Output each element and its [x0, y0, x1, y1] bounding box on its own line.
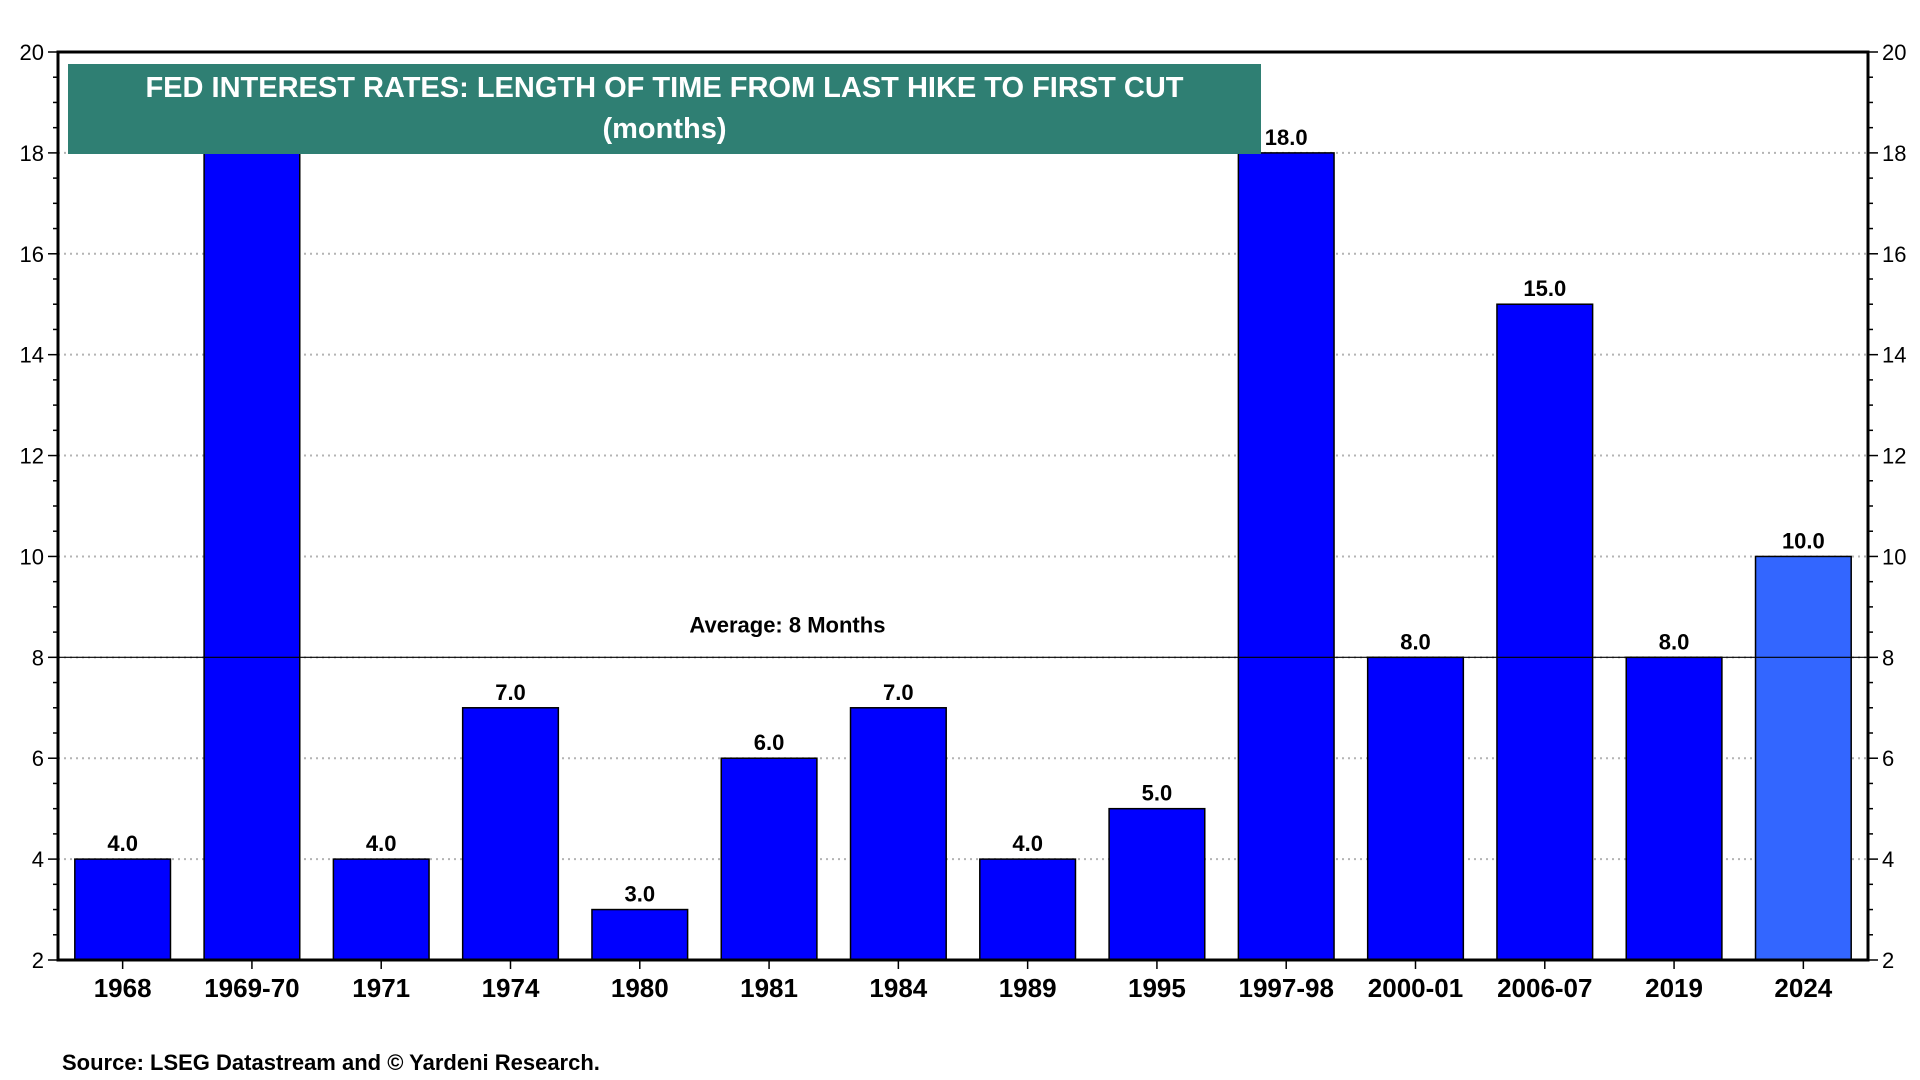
y-tick-label-right: 2: [1882, 948, 1894, 973]
y-tick-label-left: 18: [20, 141, 44, 166]
bar-1974: [461, 707, 560, 961]
x-tick-label: 1984: [869, 973, 927, 1003]
y-tick-label-right: 10: [1882, 544, 1906, 569]
y-tick-label-right: 4: [1882, 847, 1894, 872]
x-tick-label: 1997-98: [1239, 973, 1334, 1003]
chart-subtitle: (months): [602, 113, 727, 145]
gridlines: [58, 51, 1868, 861]
bar-2000-01: [1366, 656, 1465, 961]
bar-1969-70: [203, 152, 301, 961]
bar-value-label: 10.0: [1782, 528, 1825, 553]
bar-1989: [979, 858, 1077, 961]
bar-1980: [591, 908, 689, 961]
bar-value-label: 4.0: [107, 831, 138, 856]
bar-value-label: 4.0: [1012, 831, 1043, 856]
average-label: Average: 8 Months: [689, 612, 885, 637]
x-tick-label: 2006-07: [1497, 973, 1592, 1003]
y-tick-label-left: 20: [20, 40, 44, 65]
y-tick-label-left: 8: [32, 645, 44, 670]
y-tick-label-left: 14: [20, 343, 44, 368]
bar-value-label: 4.0: [366, 831, 397, 856]
bar-1968: [74, 858, 172, 961]
x-tick-label: 1969-70: [204, 973, 299, 1003]
bar-1997-98: [1237, 152, 1335, 961]
bar-2019: [1625, 656, 1723, 961]
axes: 1968 1969-70 1971 1974 1980 1981 1984 1989 1995 1…: [20, 40, 1907, 1003]
y-tick-label-right: 18: [1882, 141, 1906, 166]
bar-1984: [849, 707, 947, 961]
average-line-group: Average: 8 Months: [58, 612, 1868, 658]
y-tick-label-right: 16: [1882, 242, 1906, 267]
bar-1995: [1108, 807, 1206, 961]
y-tick-label-left: 4: [32, 847, 44, 872]
x-tick-label: 1971: [352, 973, 410, 1003]
bar-1971: [332, 858, 430, 961]
y-tick-label-left: 2: [32, 948, 44, 973]
y-tick-label-left: 6: [32, 746, 44, 771]
x-tick-label: 1974: [482, 973, 540, 1003]
y-tick-label-right: 8: [1882, 645, 1894, 670]
y-tick-label-right: 12: [1882, 444, 1906, 469]
bar-value-label: 7.0: [495, 680, 526, 705]
bar-value-label: 7.0: [883, 680, 914, 705]
bars: [74, 152, 1852, 961]
y-tick-label-right: 14: [1882, 343, 1906, 368]
y-tick-label-left: 16: [20, 242, 44, 267]
plot-frame: [56, 50, 1870, 962]
chart-title: FED INTEREST RATES: LENGTH OF TIME FROM …: [145, 72, 1184, 104]
source-note: Source: LSEG Datastream and © Yardeni Re…: [62, 1050, 600, 1075]
x-tick-label: 2019: [1645, 973, 1703, 1003]
x-tick-label: 1981: [740, 973, 798, 1003]
x-tick-label: 2000-01: [1368, 973, 1463, 1003]
y-tick-label-left: 12: [20, 444, 44, 469]
y-tick-label-right: 6: [1882, 746, 1894, 771]
x-tick-label: 1980: [611, 973, 669, 1003]
bar-value-label: 18.0: [1265, 125, 1308, 150]
bar-value-label: 6.0: [754, 730, 785, 755]
y-tick-label-right: 20: [1882, 40, 1906, 65]
bar-2006-07: [1496, 303, 1594, 961]
chart-title-box: FED INTEREST RATES: LENGTH OF TIME FROM …: [68, 64, 1261, 154]
x-tick-label: 1968: [94, 973, 152, 1003]
bar-value-label: 15.0: [1523, 276, 1566, 301]
bar-value-label: 3.0: [624, 882, 655, 907]
bar-2024: [1754, 555, 1852, 961]
bar-value-label: 5.0: [1142, 781, 1173, 806]
x-tick-label: 1989: [999, 973, 1057, 1003]
bar-value-label: 8.0: [1400, 629, 1431, 654]
bar-1981: [720, 757, 818, 961]
x-tick-label: 2024: [1774, 973, 1832, 1003]
x-tick-label: 1995: [1128, 973, 1186, 1003]
y-tick-label-left: 10: [20, 544, 44, 569]
bar-value-label: 8.0: [1659, 629, 1690, 654]
